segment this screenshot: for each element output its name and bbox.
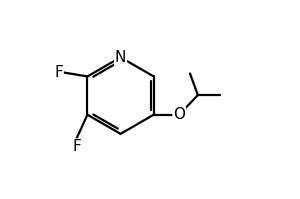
Text: O: O [173,107,185,122]
Text: F: F [72,139,81,154]
Text: N: N [115,50,126,65]
Text: F: F [54,65,63,80]
